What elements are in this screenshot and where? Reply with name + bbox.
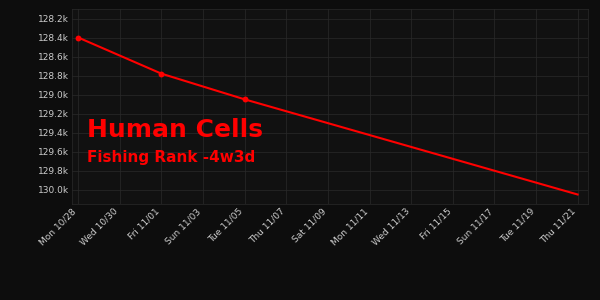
Point [157,71,166,76]
Text: Human Cells: Human Cells [88,118,263,142]
Point [73,35,83,40]
Point [240,97,250,102]
Text: Fishing Rank -4w3d: Fishing Rank -4w3d [88,150,256,165]
